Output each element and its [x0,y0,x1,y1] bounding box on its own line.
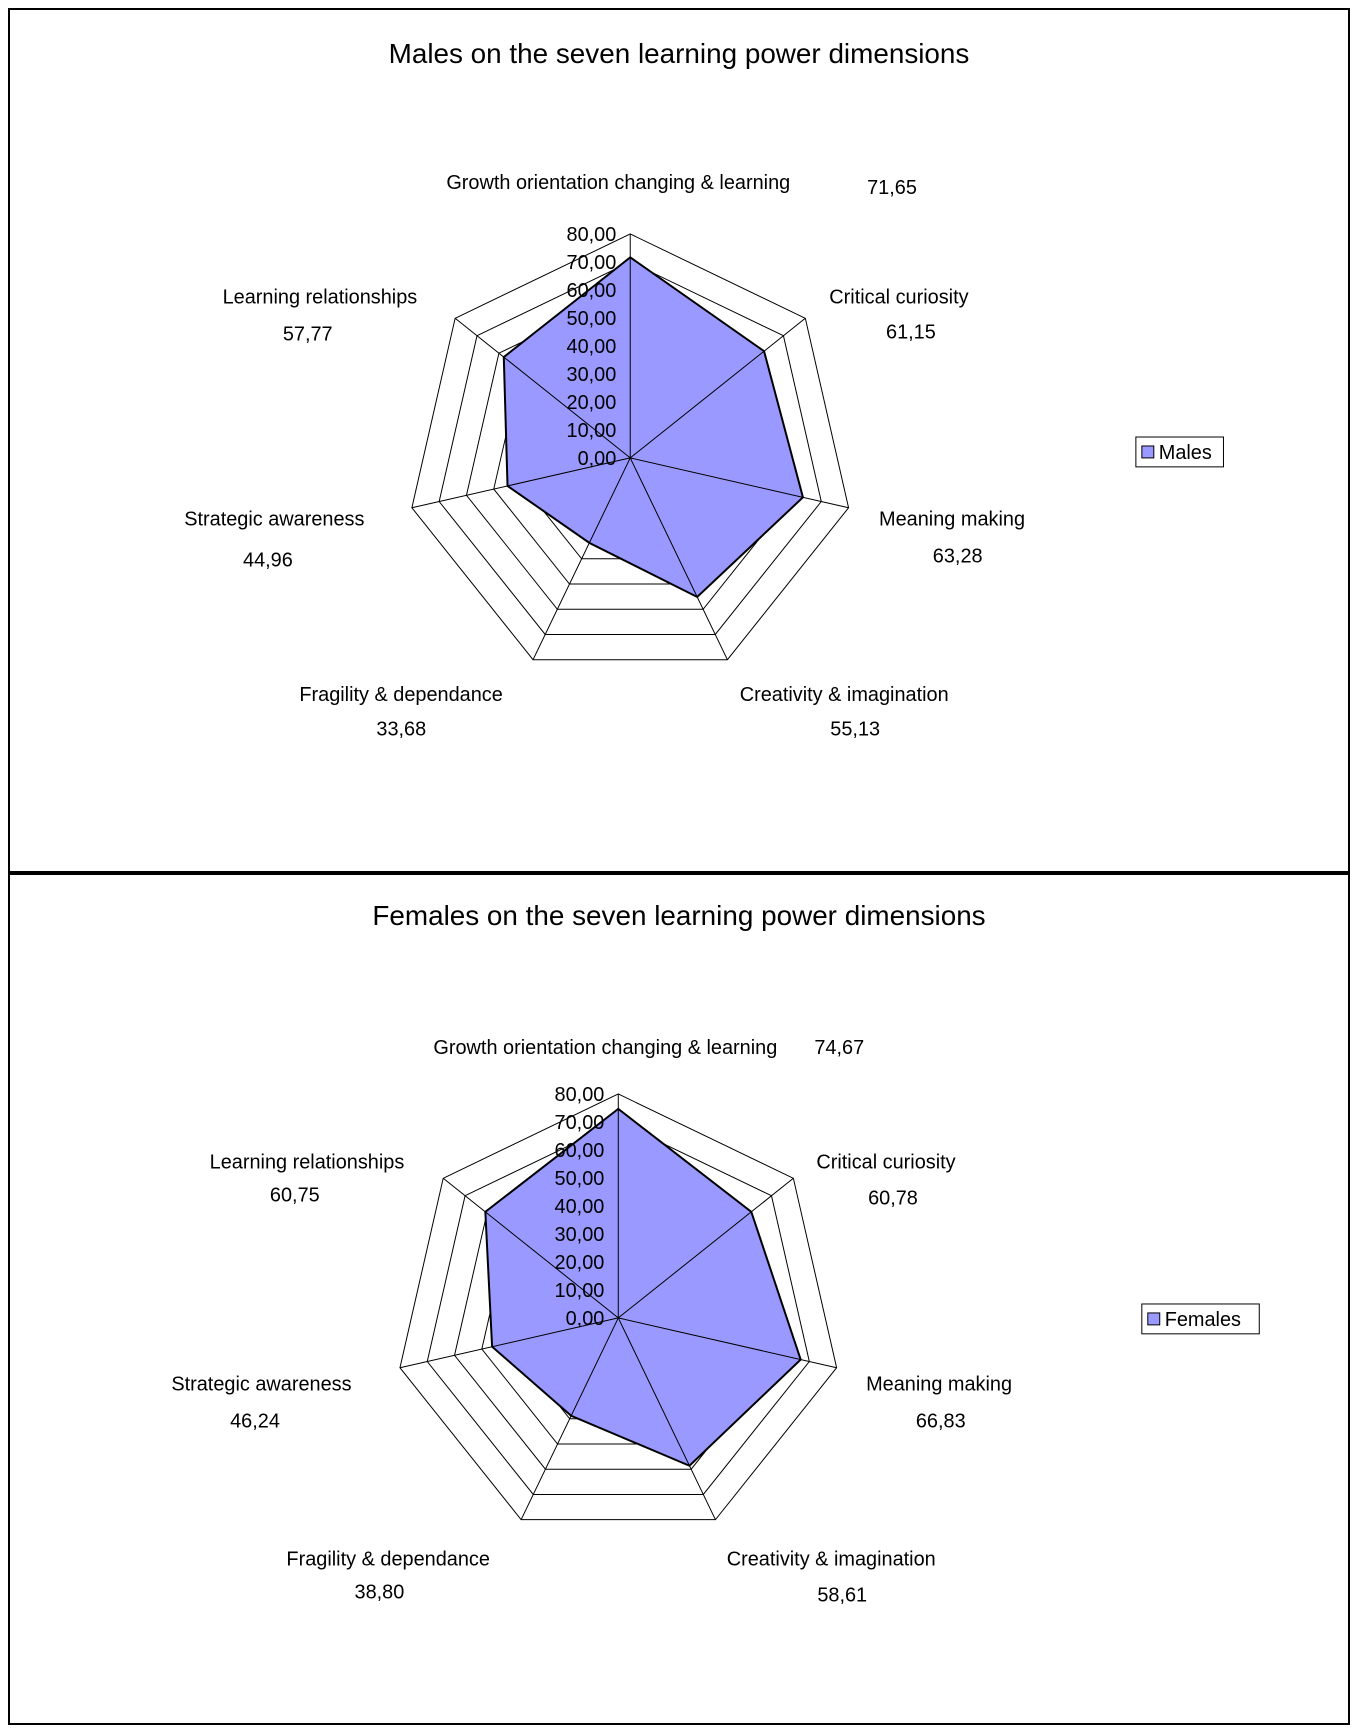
value-label: 44,96 [243,549,293,571]
axis-spoke [399,1317,619,1369]
axis-spoke [618,1317,837,1369]
axis-tick-label: 50,00 [567,308,617,330]
axis-spoke [629,457,728,660]
category-label: Creativity & imagination [740,684,949,706]
category-label: Meaning making [879,509,1025,531]
axis-tick-label: 0,00 [578,448,617,470]
value-label: 33,68 [376,719,426,741]
legend-label: Males [1159,442,1212,464]
category-label: Creativity & imagination [727,1549,936,1571]
value-label: 61,15 [886,321,936,343]
axis-spoke [411,457,631,509]
legend-swatch [1141,445,1155,459]
value-label: 71,65 [867,177,917,199]
value-label: 55,13 [830,719,880,741]
females-radar-chart: Females on the seven learning power dime… [171,900,1260,1607]
grid-ring [438,261,822,635]
axis-tick-label: 30,00 [567,364,617,386]
category-label: Fragility & dependance [299,684,502,706]
category-label: Critical curiosity [829,287,968,309]
axis-spoke [629,317,806,459]
axis-tick-label: 80,00 [567,224,617,246]
axis-spoke [617,1317,716,1520]
category-label: Growth orientation changing & learning [433,1037,777,1059]
grid-ring [411,233,850,661]
axis-tick-label: 50,00 [555,1168,605,1190]
axis-tick-label: 60,00 [567,280,617,302]
category-label: Strategic awareness [171,1374,351,1396]
value-label: 66,83 [916,1410,966,1432]
category-label: Learning relationships [210,1152,405,1174]
category-label: Meaning making [866,1374,1012,1396]
data-area [484,1107,802,1467]
value-label: 60,75 [270,1184,320,1206]
legend-swatch [1147,1312,1161,1326]
category-label: Fragility & dependance [286,1549,489,1571]
axis-tick-label: 40,00 [567,336,617,358]
value-label: 46,24 [230,1410,280,1432]
axis-tick-label: 10,00 [567,420,617,442]
grid-ring [399,1093,838,1521]
axis-tick-label: 20,00 [567,392,617,414]
axis-tick-label: 80,00 [555,1084,605,1106]
value-label: 58,61 [817,1585,867,1607]
axis-tick-label: 70,00 [555,1112,605,1134]
axis-tick-label: 70,00 [567,252,617,274]
value-label: 74,67 [814,1037,864,1059]
category-label: Strategic awareness [184,509,364,531]
axis-tick-label: 0,00 [566,1308,605,1330]
chart-title: Females on the seven learning power dime… [372,900,985,931]
axis-tick-label: 30,00 [555,1224,605,1246]
axis-tick-label: 10,00 [555,1280,605,1302]
value-label: 38,80 [355,1582,405,1604]
value-label: 57,77 [283,323,333,345]
males-chart-panel: Males on the seven learning power dimens… [8,8,1350,873]
females-chart-panel: Females on the seven learning power dime… [8,873,1350,1725]
axis-spoke [617,1177,794,1319]
axis-spoke [630,457,849,509]
axis-spoke [520,1317,619,1520]
category-label: Growth orientation changing & learning [446,172,790,194]
category-label: Learning relationships [223,287,418,309]
data-area [502,256,805,599]
axis-spoke [454,317,631,459]
legend-label: Females [1165,1309,1241,1331]
value-label: 60,78 [868,1187,918,1209]
grid-ring [426,1121,810,1495]
axis-spoke [442,1177,619,1319]
legend-box [1141,1303,1260,1335]
axis-spoke [532,457,631,660]
category-label: Critical curiosity [816,1152,955,1174]
axis-tick-label: 60,00 [555,1140,605,1162]
chart-title: Males on the seven learning power dimens… [389,38,970,69]
axis-tick-label: 40,00 [555,1196,605,1218]
value-label: 63,28 [933,545,983,567]
males-radar-chart: Males on the seven learning power dimens… [184,38,1224,741]
axis-tick-label: 20,00 [555,1252,605,1274]
